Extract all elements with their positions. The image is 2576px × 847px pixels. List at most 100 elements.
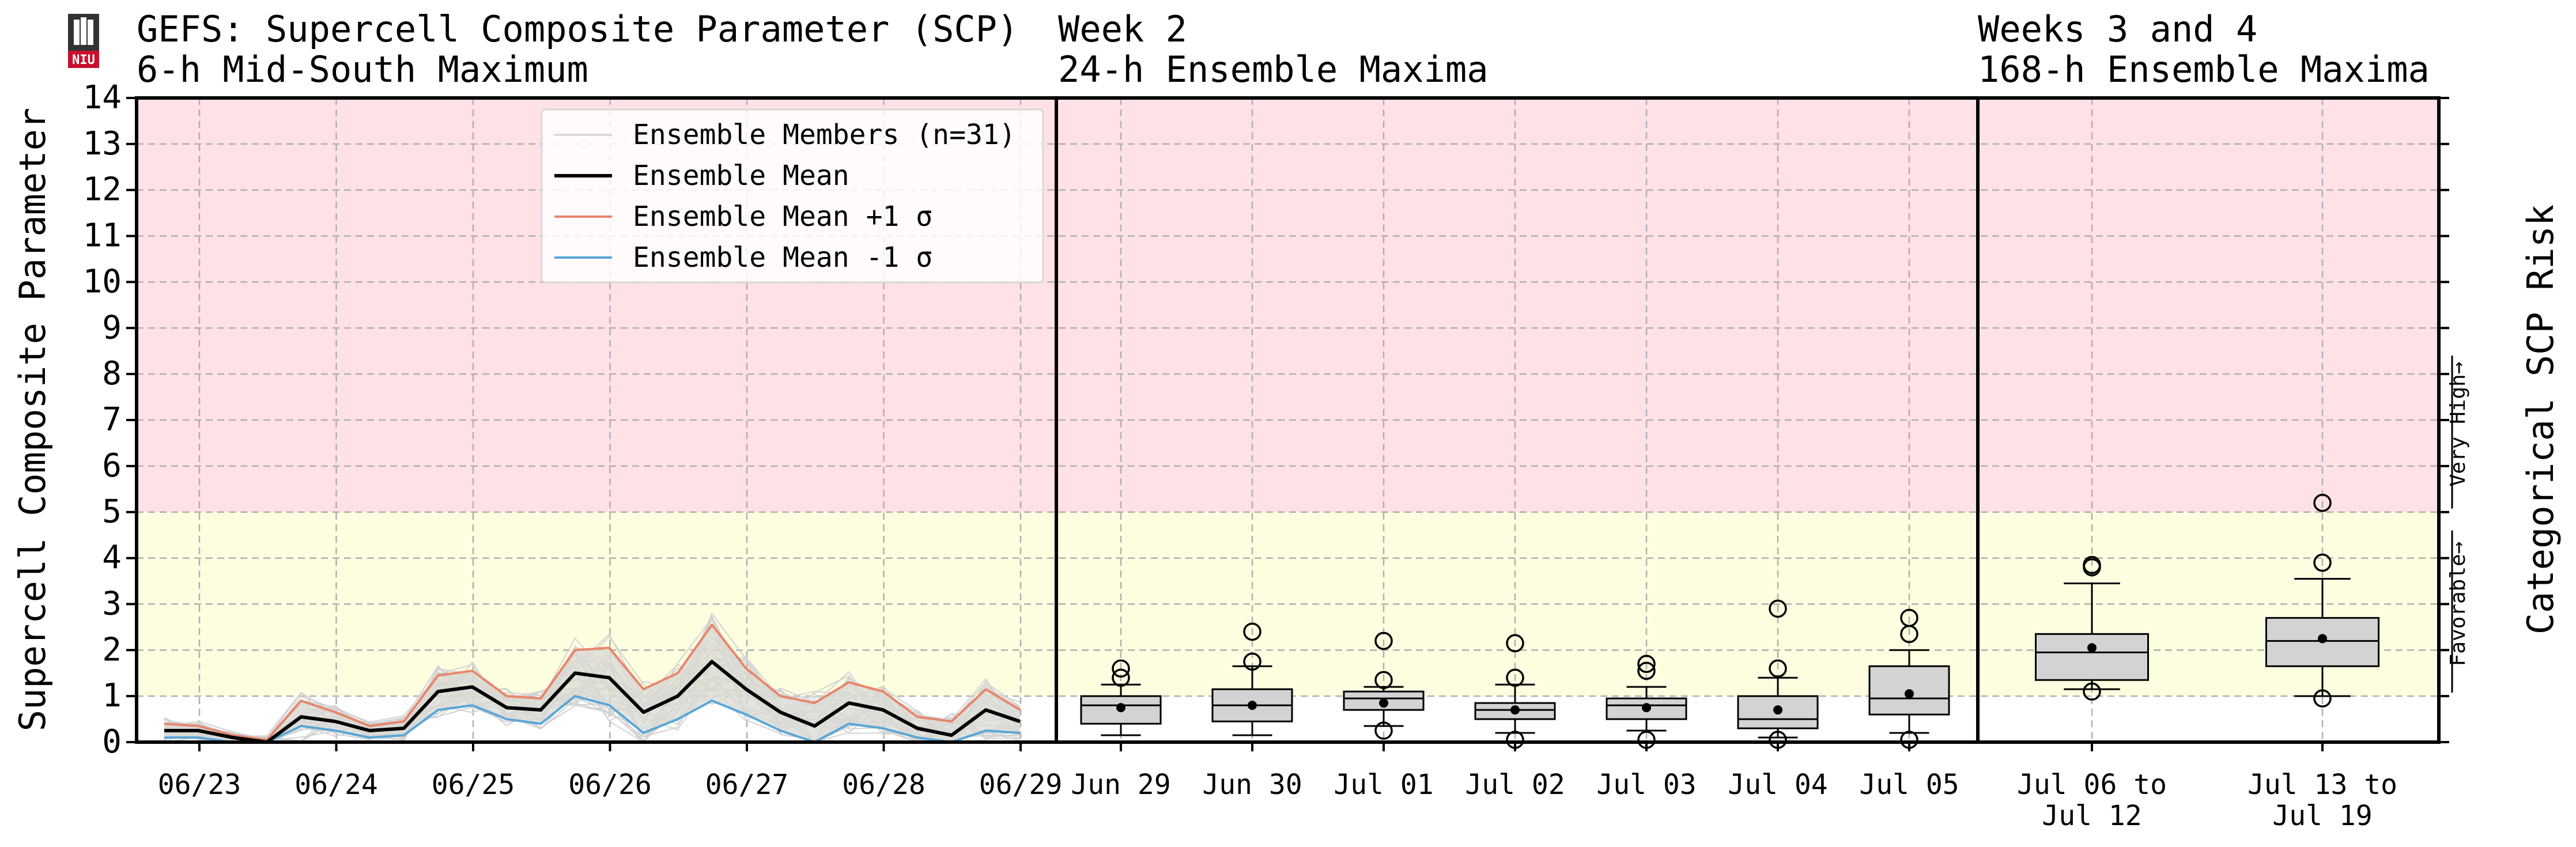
- legend-label-mean: Ensemble Mean: [633, 160, 849, 192]
- minus-sigma-line: [164, 695, 1021, 743]
- x-tick-label: Jun 30: [1202, 769, 1302, 801]
- risk-bands: [137, 98, 2439, 697]
- legend-label-members: Ensemble Members (n=31): [633, 119, 1016, 151]
- niu-logo: NIU: [68, 14, 99, 68]
- ensemble-series: [164, 623, 1021, 744]
- x-tick-label: Jul 06 to: [2017, 769, 2167, 801]
- panel2-title-line1: Week 2: [1058, 8, 1187, 50]
- box-outlier: [1112, 659, 1130, 678]
- x-tick-label: Jul 13 to: [2248, 769, 2397, 801]
- favorable-label: Favorable→: [2446, 542, 2470, 667]
- box-plot: [1343, 632, 1425, 740]
- box-outlier: [2083, 555, 2101, 574]
- x-tick-label: Jul 01: [1334, 769, 1433, 801]
- box-mean-dot: [1379, 698, 1388, 708]
- ensemble-mean-line: [164, 660, 1021, 744]
- plus-sigma-line: [164, 623, 1021, 741]
- y-tick-label: 14: [83, 79, 122, 116]
- axes-ticks: 06/23 06/24 06/25 06/26 06/27 06/28 06/29 Jun 2…: [83, 79, 2453, 832]
- panel1-title-line1: GEFS: Supercell Composite Parameter (SCP…: [137, 8, 1018, 50]
- box-plot: [1080, 659, 1162, 736]
- right-axis-label: Categorical SCP Risk: [2520, 205, 2562, 635]
- y-tick-label: 8: [102, 355, 122, 392]
- y-tick-label: 5: [102, 493, 122, 531]
- x-tick-label: Jul 03: [1596, 769, 1696, 801]
- box-mean-dot: [2318, 634, 2327, 644]
- x-tick-label: Jun 29: [1071, 769, 1170, 801]
- y-axis-label: Supercell Composite Parameter: [12, 108, 54, 732]
- box-outlier: [1506, 634, 1524, 653]
- x-tick-label: Jul 04: [1728, 769, 1827, 801]
- box-outlier: [1637, 655, 1656, 673]
- box-outlier: [1637, 661, 1656, 680]
- box-outlier: [1900, 608, 1918, 627]
- y-tick-label: 1: [102, 677, 122, 714]
- x-tick-label: Jul 05: [1859, 769, 1959, 801]
- x-tick-label: Jul 12: [2042, 800, 2141, 832]
- box-mean-dot: [2087, 643, 2097, 653]
- box-plot: [1474, 634, 1556, 749]
- legend-label-minus-sigma: Ensemble Mean -1 σ: [633, 241, 932, 274]
- box-iqr: [2035, 633, 2149, 681]
- box-outlier: [2313, 689, 2332, 708]
- box-outlier: [2313, 493, 2332, 512]
- panel2-title-line2: 24-h Ensemble Maxima: [1058, 48, 1489, 90]
- very-high-label: Very High→: [2446, 362, 2470, 487]
- box-outlier: [1374, 721, 1393, 740]
- x-tick-label: 06/29: [979, 769, 1063, 801]
- box-mean-dot: [1642, 703, 1651, 713]
- box-iqr: [1080, 695, 1162, 725]
- sigma-band: [164, 625, 1020, 742]
- box-plot: [1737, 599, 1819, 749]
- panel3-title-line2: 168-h Ensemble Maxima: [1978, 48, 2430, 90]
- box-outlier: [1769, 599, 1787, 618]
- logo-text: NIU: [72, 53, 95, 67]
- x-tick-label: 06/23: [158, 769, 241, 801]
- box-plot: [2265, 493, 2379, 708]
- x-tick-label: 06/28: [842, 769, 926, 801]
- y-tick-label: 3: [102, 585, 122, 622]
- box-outlier: [1374, 671, 1393, 689]
- box-outlier: [1506, 668, 1524, 687]
- y-tick-label: 2: [102, 631, 122, 668]
- y-tick-label: 11: [83, 217, 122, 255]
- panel3-title-line1: Weeks 3 and 4: [1978, 8, 2257, 50]
- y-tick-label: 13: [83, 125, 122, 162]
- y-tick-label: 4: [102, 539, 122, 577]
- y-tick-label: 12: [83, 171, 122, 209]
- box-mean-dot: [1510, 705, 1520, 715]
- legend-box: [541, 108, 1044, 283]
- box-outlier: [1112, 668, 1130, 687]
- box-plot: [2035, 555, 2149, 701]
- y-tick-label: 10: [83, 263, 122, 300]
- box-outlier: [2313, 553, 2332, 572]
- x-tick-label: 06/26: [568, 769, 652, 801]
- box-outlier: [1769, 659, 1787, 678]
- x-tick-label: 06/24: [294, 769, 378, 801]
- y-tick-label: 9: [102, 309, 122, 346]
- box-mean-dot: [1773, 705, 1782, 715]
- box-outlier: [2083, 682, 2101, 701]
- x-tick-label: Jul 19: [2272, 800, 2372, 832]
- very-high-band: [137, 98, 2439, 512]
- x-tick-label: Jul 02: [1465, 769, 1565, 801]
- x-tick-label: 06/27: [705, 769, 789, 801]
- box-plots: [1080, 493, 2379, 749]
- y-tick-label: 6: [102, 447, 122, 485]
- box-plot: [1606, 655, 1687, 749]
- box-mean-dot: [1905, 689, 1914, 699]
- box-plot: [1211, 622, 1293, 736]
- y-tick-label: 0: [102, 723, 122, 761]
- legend: Ensemble Members (n=31) Ensemble Mean En…: [541, 108, 1044, 283]
- box-mean-dot: [1116, 703, 1125, 713]
- box-outlier: [1374, 632, 1393, 651]
- panel1-title-line2: 6-h Mid-South Maximum: [137, 48, 588, 90]
- box-outlier: [1243, 652, 1261, 671]
- box-mean-dot: [1248, 701, 1257, 710]
- legend-label-plus-sigma: Ensemble Mean +1 σ: [633, 201, 932, 233]
- box-plot: [1868, 608, 1950, 749]
- y-tick-label: 7: [102, 401, 122, 438]
- x-tick-label: 06/25: [432, 769, 515, 801]
- box-outlier: [1243, 622, 1261, 641]
